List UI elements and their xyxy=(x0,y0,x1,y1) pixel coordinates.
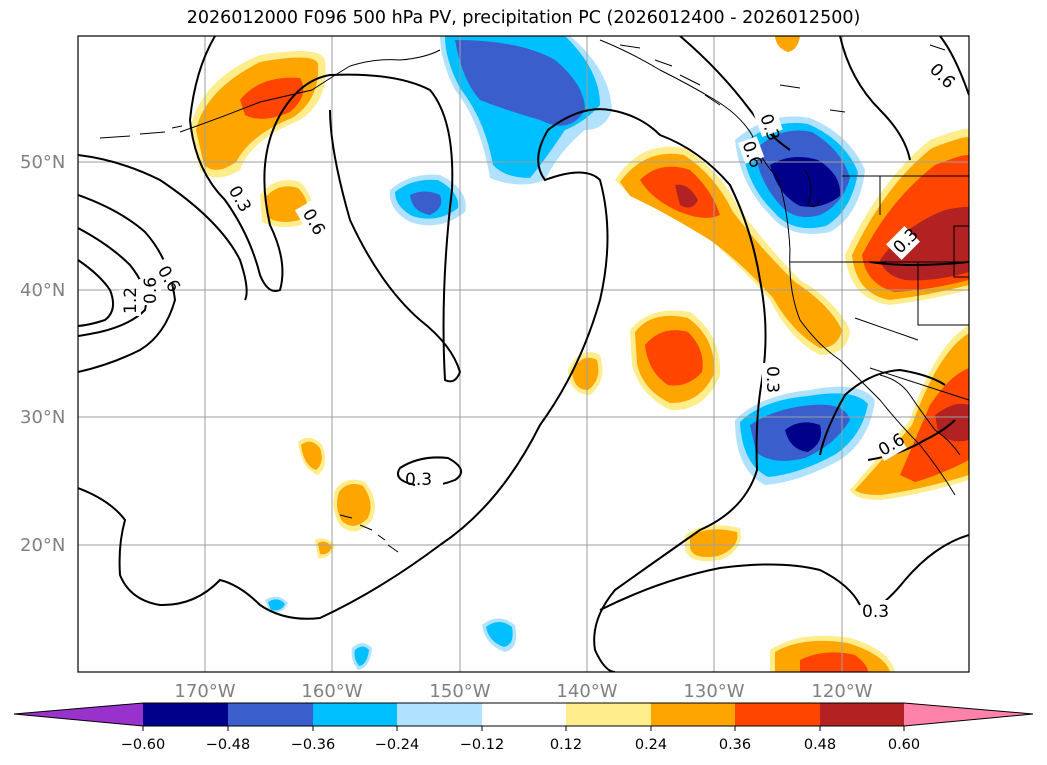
colorbar: −0.60 −0.48 −0.36 −0.24 −0.12 0.12 0.24 … xyxy=(13,702,1034,753)
lon-label: 160°W xyxy=(301,681,362,702)
colorbar-tick-label: −0.24 xyxy=(375,737,419,753)
lat-label: 20°N xyxy=(20,535,65,556)
lon-label: 120°W xyxy=(811,681,872,702)
chart-title: 2026012000 F096 500 hPa PV, precipitatio… xyxy=(186,8,861,28)
colorbar-tick-label: 0.48 xyxy=(804,737,836,753)
contour-label: 0.6 xyxy=(141,277,161,304)
colorbar-segment xyxy=(651,703,735,726)
colorbar-segment xyxy=(143,703,228,726)
lon-label: 170°W xyxy=(174,681,235,702)
colorbar-segment xyxy=(482,703,566,726)
colorbar-segment xyxy=(566,703,651,726)
colorbar-segment xyxy=(735,703,820,726)
colorbar-tick-label: 0.12 xyxy=(550,737,582,753)
colorbar-tick-label: −0.36 xyxy=(291,737,335,753)
colorbar-segment xyxy=(820,703,904,726)
latitude-labels: 50°N 40°N 30°N 20°N xyxy=(20,152,65,556)
longitude-labels: 170°W 160°W 150°W 140°W 130°W 120°W xyxy=(174,681,872,702)
contour-label: 0.3 xyxy=(862,602,889,622)
lat-label: 30°N xyxy=(20,407,65,428)
colorbar-tick-label: −0.60 xyxy=(121,737,165,753)
colorbar-segment xyxy=(228,703,313,726)
pv-contours xyxy=(78,36,969,672)
lat-label: 40°N xyxy=(20,280,65,301)
colorbar-tick-label: −0.12 xyxy=(460,737,504,753)
colorbar-tick-label: 0.36 xyxy=(719,737,751,753)
colorbar-tick-label: 0.24 xyxy=(635,737,667,753)
colorbar-tick-label: −0.48 xyxy=(206,737,250,753)
colorbar-tick-label: 0.60 xyxy=(888,737,920,753)
contour-label: 0.3 xyxy=(405,470,432,490)
colorbar-segment xyxy=(397,703,482,726)
lat-label: 50°N xyxy=(20,152,65,173)
lon-label: 140°W xyxy=(556,681,617,702)
colorbar-over-extend xyxy=(904,703,1033,726)
precip-shading xyxy=(190,36,969,672)
map-border xyxy=(77,35,970,673)
colorbar-segment xyxy=(313,703,397,726)
contour-label: 0.3 xyxy=(762,366,782,393)
contour-label: 1.2 xyxy=(121,287,141,314)
lon-label: 150°W xyxy=(429,681,490,702)
lon-label: 130°W xyxy=(683,681,744,702)
colorbar-under-extend xyxy=(14,703,143,726)
